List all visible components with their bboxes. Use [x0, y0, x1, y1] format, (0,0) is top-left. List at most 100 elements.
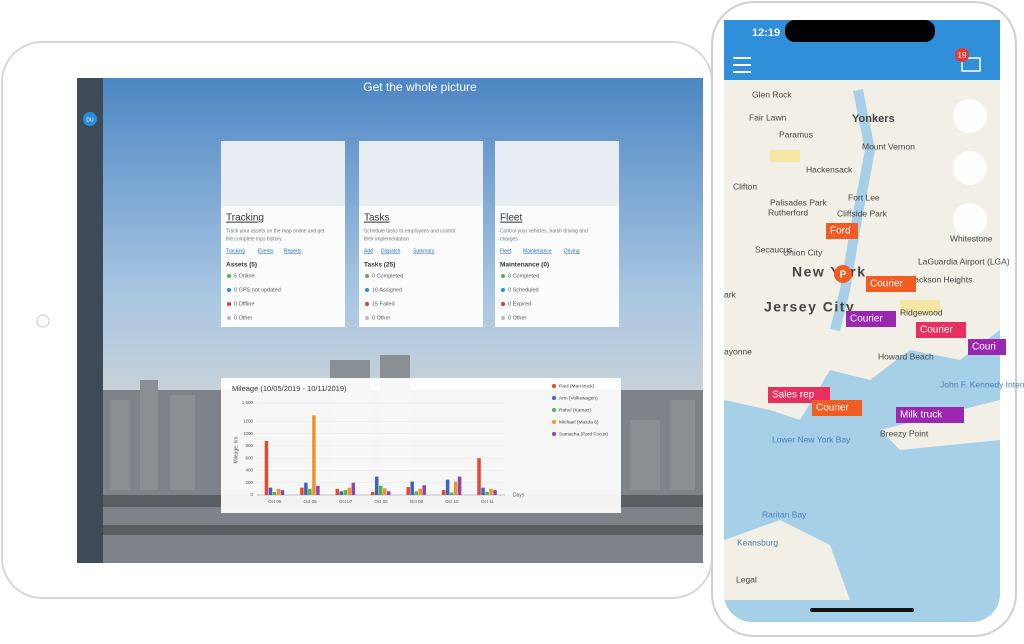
vehicle-marker[interactable] [812, 400, 862, 416]
map-label: Secaucus [755, 244, 792, 254]
legend-swatch [552, 396, 556, 400]
status-item: 0 Completed [372, 273, 403, 279]
vehicle-marker[interactable] [968, 339, 1006, 355]
card-description: Schedule tasks to employees and control [364, 228, 455, 234]
x-tick-label: Oct 09 [410, 499, 424, 504]
status-dot [365, 316, 369, 320]
vehicle-label: Courier [816, 403, 849, 414]
map-label: Mount Vernon [862, 141, 915, 151]
vehicle-marker[interactable] [896, 407, 964, 423]
card-link[interactable]: Add [364, 248, 373, 254]
vehicle-marker[interactable] [866, 276, 916, 292]
card-link[interactable]: Dispatch [381, 248, 401, 254]
bar [406, 487, 410, 495]
bar [300, 487, 304, 495]
avatar[interactable] [83, 112, 97, 126]
status-item: 0 Completed [508, 273, 539, 279]
layers-button[interactable] [953, 203, 987, 237]
status-item: 0 Other [372, 315, 391, 321]
bar [264, 441, 269, 495]
bar [481, 487, 485, 495]
bar [304, 482, 308, 495]
bar [449, 492, 454, 495]
map-label: Whitestone [950, 233, 993, 243]
vehicle-marker[interactable] [826, 223, 858, 239]
vehicle-marker[interactable] [846, 311, 896, 327]
status-item: 0 Offline [234, 301, 254, 307]
status-dot [501, 288, 505, 292]
page-title: Get the whole picture [363, 80, 477, 94]
parks [770, 150, 940, 314]
card-link[interactable]: Events [258, 248, 274, 254]
locate-button[interactable] [953, 151, 987, 185]
map-label: Clifton [733, 181, 757, 191]
map-label: Fort Lee [848, 192, 880, 202]
card-title[interactable]: Fleet [500, 213, 522, 224]
bar [339, 491, 344, 495]
bar [375, 476, 379, 495]
vehicle-label: Courier [850, 314, 883, 325]
mail-icon[interactable] [961, 57, 981, 72]
vehicle-label: Courier [870, 279, 903, 290]
y-tick-label: 0 [250, 492, 253, 497]
map-label: Paramus [779, 129, 813, 139]
vehicle-marker[interactable] [768, 387, 830, 403]
y-tick-label: 800 [245, 443, 253, 448]
fit-button[interactable] [953, 99, 987, 133]
y-tick-label: 1000 [243, 431, 254, 436]
chart-title: Mileage (10/05/2019 - 10/11/2019) [232, 384, 347, 393]
status-dot [365, 288, 369, 292]
bar [308, 488, 312, 495]
sidebar [77, 78, 103, 563]
map-label: Breezy Point [880, 428, 929, 438]
card-description: Track your assets on the map online and … [226, 228, 325, 234]
bar [457, 476, 462, 495]
y-axis-label: Mileage, km [233, 437, 239, 464]
card-link[interactable]: Driving [564, 248, 580, 254]
vehicle-label: Couri [972, 342, 996, 353]
clock: 12:19 [752, 27, 780, 39]
badge-count: 19 [958, 51, 967, 60]
y-tick-label: 600 [245, 455, 253, 460]
bar [351, 482, 356, 495]
map-label: Yonkers [852, 113, 895, 125]
map-label: Keansburg [737, 537, 778, 547]
status-item: 0 Expired [508, 301, 531, 307]
card-link[interactable]: Summary [413, 248, 435, 254]
bar [280, 490, 285, 495]
card-description: Control your vehicles, harsh driving and [500, 228, 588, 234]
card-title[interactable]: Tasks [364, 213, 390, 224]
y-tick-label: 1200 [243, 419, 254, 424]
bar [371, 491, 375, 495]
x-axis-label: Days [513, 492, 525, 498]
bar [316, 485, 320, 495]
card-title[interactable]: Tracking [226, 213, 264, 224]
map-label: Raritan Bay [762, 509, 807, 519]
map-label: Union City [783, 247, 823, 257]
bar [268, 487, 273, 495]
map-label: Jackson Heights [910, 274, 972, 284]
card-summary: Tasks (25) [364, 262, 395, 269]
card-link[interactable]: Reports [284, 248, 302, 254]
status-item: 15 Failed [372, 301, 395, 307]
card-description: their implementation [364, 236, 409, 242]
x-tick-label: Oct 08 [374, 499, 388, 504]
legend-label: Ann (Volkswagen) [559, 395, 598, 401]
bar [387, 491, 391, 495]
status-dot [501, 316, 505, 320]
card-link[interactable]: Fleet [500, 248, 512, 254]
status-item: 10 Assigned [372, 287, 402, 293]
card-link[interactable]: Tracking [226, 248, 245, 254]
map-label: Jersey City [764, 299, 855, 315]
menu-button[interactable] [733, 57, 751, 73]
x-tick-label: Oct 11 [481, 499, 494, 504]
vehicle-label: Milk truck [900, 410, 943, 421]
vehicle-marker[interactable] [916, 322, 966, 338]
bar [453, 481, 458, 495]
parking-marker[interactable] [834, 265, 852, 283]
card-link[interactable]: Maintenance [523, 248, 552, 254]
bar [445, 479, 450, 495]
map-label: Glen Rock [752, 89, 792, 99]
map-label: LaGuardia Airport (LGA) [918, 256, 1010, 266]
